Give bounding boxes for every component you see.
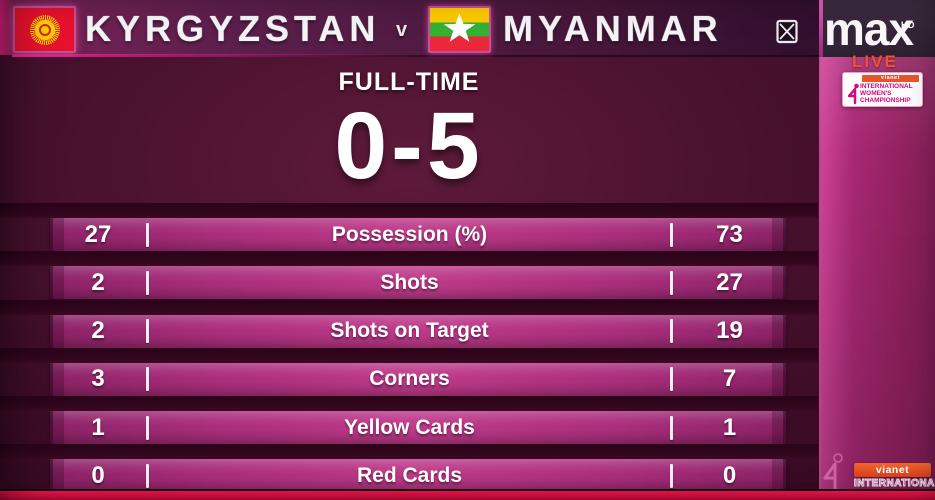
badge-line-3: CHAMPIONSHIP — [860, 97, 911, 105]
away-value: 27 — [716, 268, 743, 296]
divider — [146, 270, 149, 295]
stat-row-corners: 3 Corners 7 — [0, 347, 818, 396]
bottom-red-strip — [0, 489, 935, 500]
stat-bar: 27 Possession (%) 73 — [50, 218, 786, 251]
versus-label: v — [396, 19, 408, 41]
match-status: FULL-TIME — [338, 68, 480, 96]
divider — [146, 415, 149, 440]
live-badge: LIVE — [852, 52, 898, 71]
stat-bar: 2 Shots on Target 19 — [50, 314, 786, 348]
stat-label: Yellow Cards — [344, 415, 475, 439]
home-team-name: KYRGYZSTAN — [85, 8, 381, 49]
away-value: 7 — [722, 365, 737, 393]
myanmar-flag — [428, 6, 491, 53]
right-accent-band — [819, 54, 935, 492]
stat-bar: 0 Red Cards 0 — [50, 459, 786, 493]
home-value: 0 — [91, 461, 105, 489]
stat-label: Shots — [380, 270, 439, 294]
hd-tag: HD — [901, 20, 915, 30]
final-score: 0-5 — [334, 93, 484, 199]
kyrgyzstan-flag — [13, 6, 76, 53]
away-value: 19 — [716, 317, 743, 345]
championship-badge: vianet INTERNATIONAL WOMEN'S CHAMPIONSHI… — [842, 72, 923, 107]
stat-row-shots-on-target: 2 Shots on Target 19 — [0, 299, 818, 348]
stat-row-red-cards: 0 Red Cards 0 — [0, 444, 818, 493]
divider — [670, 270, 673, 295]
match-stats: 27 Possession (%) 73 2 Shots 27 2 Shots … — [0, 203, 818, 493]
badge-text: INTERNATIONAL WOMEN'S CHAMPIONSHIP — [860, 83, 913, 105]
stat-bar: 1 Yellow Cards 1 — [50, 411, 786, 445]
home-value: 3 — [91, 365, 105, 393]
divider — [670, 319, 673, 344]
badge-line-1: INTERNATIONAL — [860, 83, 913, 90]
divider — [670, 415, 673, 440]
max-channel-logo: max — [824, 3, 914, 55]
player-icon — [846, 83, 860, 105]
match-header: KYRGYZSTAN v MYANMAR — [0, 0, 935, 57]
home-value: 2 — [91, 317, 105, 345]
away-team-name: MYANMAR — [503, 8, 723, 49]
badge-line-2: WOMEN'S — [860, 90, 892, 98]
away-value: 0 — [722, 461, 737, 489]
stat-label: Shots on Target — [330, 319, 489, 343]
score-area: FULL-TIME 0-5 — [0, 55, 818, 194]
stat-label: Red Cards — [356, 463, 463, 487]
box-x-icon — [776, 19, 798, 49]
stat-bar: 3 Corners 7 — [50, 362, 786, 396]
divider — [146, 463, 149, 488]
home-value: 27 — [84, 220, 112, 248]
myanmar-star — [443, 13, 476, 42]
divider — [670, 463, 673, 488]
kyrgyzstan-sun-emblem — [29, 14, 60, 45]
stat-bar: 2 Shots 27 — [50, 266, 786, 300]
divider — [146, 367, 149, 392]
divider — [670, 367, 673, 392]
vianet-brand-bar: vianet — [854, 463, 931, 477]
watermark-line-1: INTERNATIONAL — [854, 478, 935, 490]
stat-label: Possession (%) — [331, 222, 488, 246]
stat-row-shots: 2 Shots 27 — [0, 251, 818, 300]
divider — [146, 319, 149, 344]
header-divider — [819, 0, 823, 57]
home-value: 2 — [91, 268, 105, 296]
stat-row-possession: 27 Possession (%) 73 — [0, 203, 818, 251]
away-value: 73 — [716, 220, 743, 248]
vianet-brand-bar: vianet — [862, 75, 919, 82]
home-value: 1 — [91, 413, 105, 441]
away-value: 1 — [722, 413, 737, 441]
header-corner — [823, 0, 935, 57]
stat-label: Corners — [369, 367, 450, 391]
divider — [146, 222, 149, 247]
divider — [670, 222, 673, 247]
stat-row-yellow-cards: 1 Yellow Cards 1 — [0, 396, 818, 445]
